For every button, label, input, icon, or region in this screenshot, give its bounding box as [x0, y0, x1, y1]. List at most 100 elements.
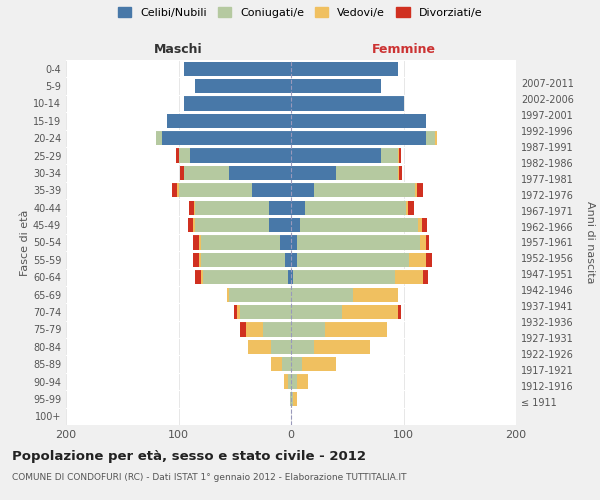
Bar [291, 340, 314, 354]
Bar [282, 357, 291, 372]
Bar [291, 253, 296, 267]
Bar [280, 236, 291, 250]
Bar [300, 218, 418, 232]
Bar [287, 270, 291, 284]
Bar [398, 148, 399, 162]
Bar [193, 236, 199, 250]
Bar [237, 305, 241, 319]
Text: Popolazione per età, sesso e stato civile - 2012: Popolazione per età, sesso e stato civil… [12, 450, 366, 463]
Bar [241, 322, 246, 336]
Bar [291, 96, 404, 110]
Bar [314, 340, 370, 354]
Bar [381, 148, 398, 162]
Bar [201, 253, 286, 267]
Bar [291, 288, 353, 302]
Text: COMUNE DI CONDOFURI (RC) - Dati ISTAT 1° gennaio 2012 - Elaborazione TUTTITALIA.: COMUNE DI CONDOFURI (RC) - Dati ISTAT 1°… [12, 472, 407, 482]
Bar [184, 62, 291, 76]
Bar [293, 270, 395, 284]
Bar [353, 288, 398, 302]
Bar [399, 148, 401, 162]
Bar [291, 183, 314, 198]
Bar [341, 305, 398, 319]
Bar [251, 183, 291, 198]
Bar [302, 357, 336, 372]
Bar [406, 200, 408, 215]
Bar [179, 183, 251, 198]
Bar [161, 131, 291, 146]
Bar [196, 218, 269, 232]
Bar [179, 148, 190, 162]
Bar [296, 253, 409, 267]
Bar [287, 374, 291, 388]
Bar [399, 166, 403, 180]
Bar [229, 166, 291, 180]
Bar [296, 236, 421, 250]
Bar [271, 357, 282, 372]
Bar [190, 148, 291, 162]
Bar [293, 392, 296, 406]
Bar [199, 236, 201, 250]
Bar [426, 253, 431, 267]
Bar [409, 253, 426, 267]
Bar [284, 374, 287, 388]
Bar [395, 270, 422, 284]
Bar [233, 305, 237, 319]
Text: Maschi: Maschi [154, 44, 203, 57]
Bar [172, 183, 178, 198]
Bar [291, 62, 398, 76]
Text: Femmine: Femmine [371, 44, 436, 57]
Bar [248, 340, 271, 354]
Bar [241, 305, 291, 319]
Bar [418, 218, 421, 232]
Bar [263, 322, 291, 336]
Bar [199, 253, 201, 267]
Bar [286, 253, 291, 267]
Bar [269, 218, 291, 232]
Bar [184, 166, 229, 180]
Bar [291, 79, 381, 93]
Bar [291, 392, 293, 406]
Bar [196, 79, 291, 93]
Bar [291, 131, 426, 146]
Bar [296, 374, 308, 388]
Bar [398, 305, 401, 319]
Bar [187, 218, 193, 232]
Bar [176, 148, 179, 162]
Legend: Celibi/Nubili, Coniugati/e, Vedovi/e, Divorziati/e: Celibi/Nubili, Coniugati/e, Vedovi/e, Di… [113, 2, 487, 22]
Bar [435, 131, 437, 146]
Bar [291, 166, 336, 180]
Bar [201, 236, 280, 250]
Bar [291, 374, 296, 388]
Bar [271, 340, 291, 354]
Bar [167, 114, 291, 128]
Y-axis label: Anni di nascita: Anni di nascita [585, 201, 595, 284]
Bar [184, 96, 291, 110]
Bar [291, 305, 341, 319]
Bar [421, 236, 426, 250]
Bar [291, 114, 426, 128]
Bar [291, 236, 296, 250]
Bar [203, 270, 287, 284]
Bar [227, 288, 229, 302]
Bar [269, 200, 291, 215]
Bar [305, 200, 406, 215]
Bar [325, 322, 386, 336]
Bar [291, 200, 305, 215]
Bar [178, 183, 179, 198]
Bar [196, 200, 269, 215]
Bar [179, 166, 184, 180]
Bar [398, 166, 399, 180]
Bar [193, 218, 196, 232]
Bar [291, 270, 293, 284]
Bar [188, 200, 194, 215]
Bar [193, 253, 199, 267]
Bar [421, 218, 427, 232]
Bar [417, 183, 422, 198]
Bar [194, 200, 196, 215]
Bar [291, 357, 302, 372]
Bar [246, 322, 263, 336]
Bar [426, 236, 430, 250]
Bar [291, 218, 300, 232]
Bar [156, 131, 161, 146]
Bar [196, 270, 201, 284]
